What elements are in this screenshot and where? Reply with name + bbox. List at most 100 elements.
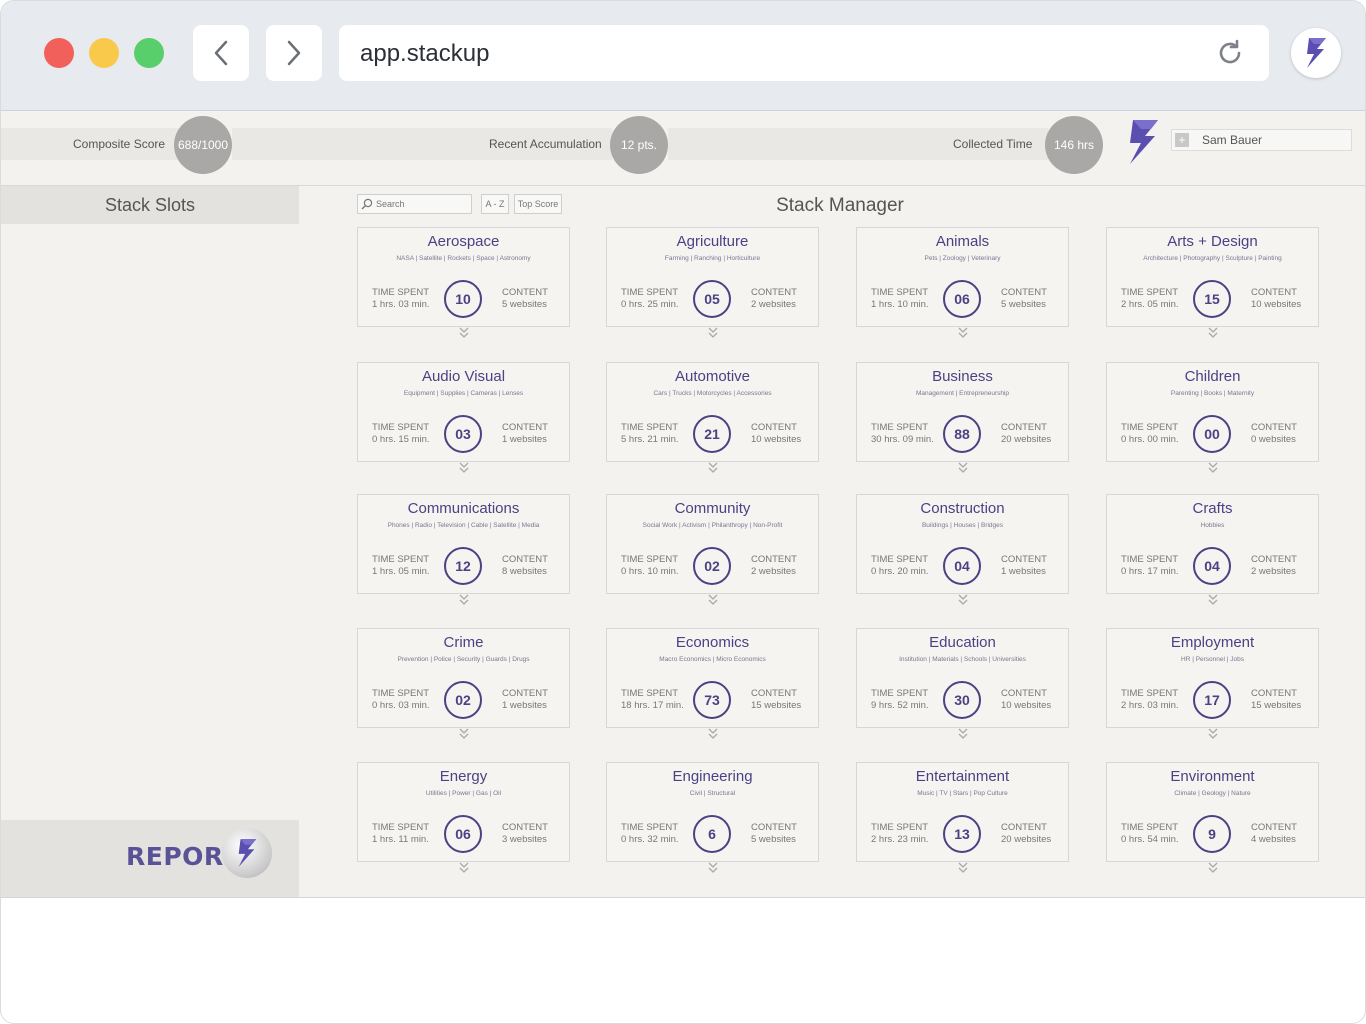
chevron-down-icon[interactable] [956,594,970,606]
stack-card[interactable]: Children Parenting | Books | Maternity TIM… [1106,362,1319,473]
stack-card[interactable]: Engineering Civil | Structural TIME SPENT 0… [606,762,819,873]
content-value: 1 websites [1001,566,1046,577]
chevron-down-icon[interactable] [706,862,720,874]
content-value: 10 websites [1251,299,1302,310]
time-spent-value: 1 hrs. 11 min. [372,834,429,845]
chevron-down-icon[interactable] [1206,327,1220,339]
stack-card[interactable]: Automotive Cars | Trucks | Motorcycles | … [606,362,819,473]
stack-card[interactable]: Environment Climate | Geology | Nature TIM… [1106,762,1319,873]
chevron-down-icon[interactable] [706,728,720,740]
minimize-window-button[interactable] [89,38,119,68]
chevron-down-icon[interactable] [457,462,471,474]
stack-card[interactable]: Economics Macro Economics | Micro Economi… [606,628,819,739]
card-title: Animals [935,233,990,250]
chevron-down-icon[interactable] [956,862,970,874]
chevron-down-icon[interactable] [457,862,471,874]
content-value: 2 websites [751,299,796,310]
stack-card[interactable]: Audio Visual Equipment | Supplies | Camer… [357,362,570,473]
chevron-down-icon[interactable] [457,327,471,339]
card-title: Entertainment [915,768,1010,785]
chevron-down-icon[interactable] [1206,594,1220,606]
card-title: Engineering [672,768,753,785]
card-title: Environment [1170,768,1255,785]
content-value: 0 websites [1251,434,1296,445]
recent-accumulation-value: 12 pts. [610,116,668,174]
time-spent-value: 2 hrs. 03 min. [1121,700,1179,711]
maximize-window-button[interactable] [134,38,164,68]
chevron-down-icon[interactable] [706,594,720,606]
card-title: Audio Visual [421,368,506,385]
stack-card[interactable]: Education Institution | Materials | Schoo… [856,628,1069,739]
content-label: CONTENT [502,822,548,833]
time-spent-value: 2 hrs. 23 min. [871,834,929,845]
stack-card[interactable]: Construction Buildings | Houses | Bridges… [856,494,1069,605]
card-title: Community [674,500,751,517]
chevron-down-icon[interactable] [706,462,720,474]
reload-icon[interactable] [1215,38,1245,68]
content-value: 2 websites [751,566,796,577]
card-subcategories: Utilities | Power | Gas | Oil [425,790,502,797]
user-menu[interactable]: + Sam Bauer [1171,129,1352,151]
stack-card[interactable]: Entertainment Music | TV | Stars | Pop Cu… [856,762,1069,873]
url-text: app.stackup [360,40,490,67]
sort-top-score-button[interactable]: Top Score [514,194,562,214]
stack-card[interactable]: Business Management | Entrepreneurship TIM… [856,362,1069,473]
stack-card[interactable]: Aerospace NASA | Satellite | Rockets | Sp… [357,227,570,338]
close-window-button[interactable] [44,38,74,68]
time-spent-label: TIME SPENT [1121,688,1179,699]
chevron-down-icon[interactable] [457,594,471,606]
stack-card[interactable]: Crafts Hobbies TIME SPENT 0 hrs. 17 min. 04 C… [1106,494,1319,605]
time-spent-value: 30 hrs. 09 min. [871,434,934,445]
back-button[interactable] [193,25,249,81]
time-spent-label: TIME SPENT [871,422,929,433]
address-bar[interactable]: app.stackup [339,25,1269,81]
forward-button[interactable] [266,25,322,81]
card-subcategories: NASA | Satellite | Rockets | Space | Ast… [396,255,531,262]
time-spent-label: TIME SPENT [1121,554,1179,565]
content-label: CONTENT [1251,822,1297,833]
card-title: Employment [1170,634,1255,651]
plus-icon[interactable]: + [1175,133,1189,147]
time-spent-value: 0 hrs. 15 min. [372,434,430,445]
chevron-down-icon[interactable] [956,728,970,740]
chevron-down-icon[interactable] [1206,862,1220,874]
card-score: 15 [1193,280,1231,318]
card-title: Communications [407,500,520,517]
content-label: CONTENT [751,287,797,298]
profile-button[interactable] [1291,28,1341,78]
content-value: 20 websites [1001,834,1052,845]
stack-card[interactable]: Agriculture Farming | Ranching | Horticul… [606,227,819,338]
time-spent-label: TIME SPENT [372,422,430,433]
composite-score-value: 688/1000 [174,116,232,174]
time-spent-label: TIME SPENT [1121,822,1179,833]
search-input[interactable]: Search [357,194,472,214]
stack-card[interactable]: Community Social Work | Activism | Philan… [606,494,819,605]
stack-card[interactable]: Employment HR | Personnel | Jobs TIME SPEN… [1106,628,1319,739]
chevron-down-icon[interactable] [956,327,970,339]
card-score: 04 [943,547,981,585]
stack-card[interactable]: Crime Prevention | Police | Security | Gu… [357,628,570,739]
card-subcategories: Institution | Materials | Schools | Univ… [899,656,1026,663]
report-logo [222,828,272,878]
content-value: 3 websites [502,834,547,845]
card-subcategories: Civil | Structural [689,790,736,797]
sort-az-button[interactable]: A - Z [481,194,509,214]
composite-bar [1,128,181,160]
stack-card[interactable]: Energy Utilities | Power | Gas | Oil TIME … [357,762,570,873]
chevron-down-icon[interactable] [1206,728,1220,740]
chevron-down-icon[interactable] [1206,462,1220,474]
stack-card[interactable]: Communications Phones | Radio | Televisio… [357,494,570,605]
stack-card[interactable]: Arts + Design Architecture | Photography … [1106,227,1319,338]
chevron-down-icon[interactable] [956,462,970,474]
stack-card[interactable]: Animals Pets | Zoology | Veterinary TIME S… [856,227,1069,338]
card-subcategories: Farming | Ranching | Horticulture [664,255,761,262]
time-spent-label: TIME SPENT [1121,422,1179,433]
card-subcategories: Management | Entrepreneurship [915,390,1010,397]
chevron-down-icon[interactable] [457,728,471,740]
stackup-logo-icon [1307,38,1326,68]
chevron-down-icon[interactable] [706,327,720,339]
time-spent-label: TIME SPENT [871,554,929,565]
card-title: Aerospace [427,233,500,250]
report-button[interactable]: REPORT [1,820,299,897]
content-value: 5 websites [751,834,796,845]
